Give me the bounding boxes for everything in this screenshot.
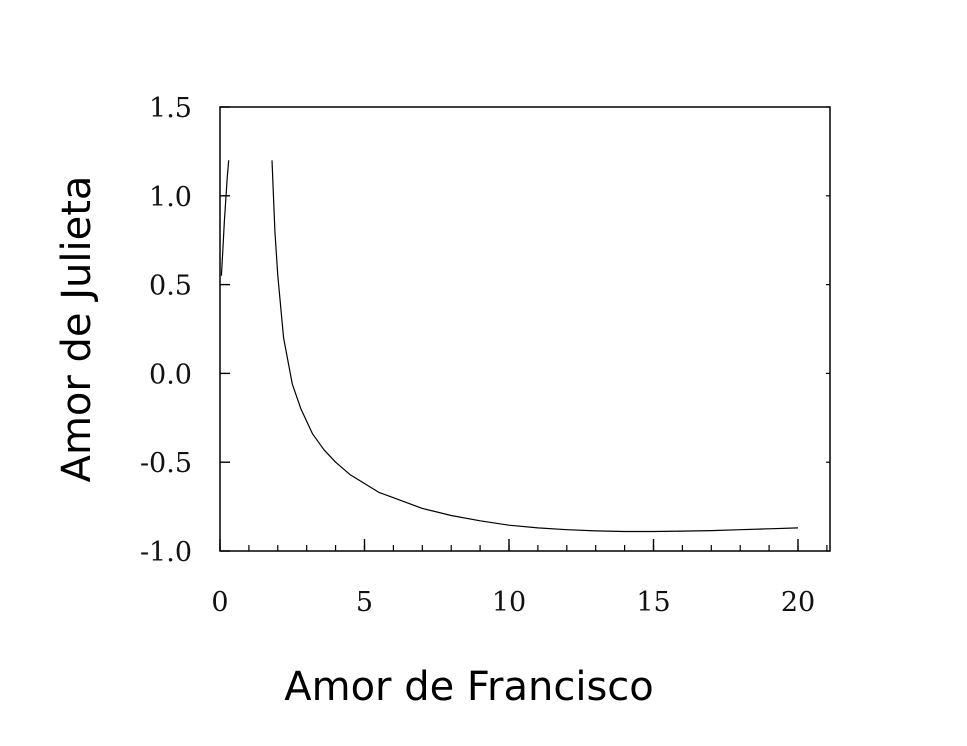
x-tick-label: 5 xyxy=(356,587,373,618)
y-tick-label: 1.5 xyxy=(149,93,192,124)
y-tick-label: -0.5 xyxy=(140,448,192,479)
x-tick-label: 15 xyxy=(636,587,670,618)
x-axis-label: Amor de Francisco xyxy=(284,664,654,710)
y-axis-label: Amor de Julieta xyxy=(54,176,100,483)
ticks-layer: 0 5 10 15 20 -1.0 -0.5 0.0 0.5 1.0 1.5 xyxy=(140,93,830,618)
x-tick-label: 0 xyxy=(211,587,228,618)
series-line-1 xyxy=(220,160,230,276)
y-tick-label: -1.0 xyxy=(140,537,192,568)
x-tick-label: 20 xyxy=(781,587,815,618)
x-tick-label: 10 xyxy=(492,587,526,618)
y-tick-label: 0.5 xyxy=(149,271,192,302)
series-layer xyxy=(220,160,799,533)
plot-frame xyxy=(219,106,831,552)
y-tick-label: 1.0 xyxy=(149,182,192,213)
series-line-2 xyxy=(271,160,799,533)
y-tick-label: 0.0 xyxy=(149,359,192,390)
